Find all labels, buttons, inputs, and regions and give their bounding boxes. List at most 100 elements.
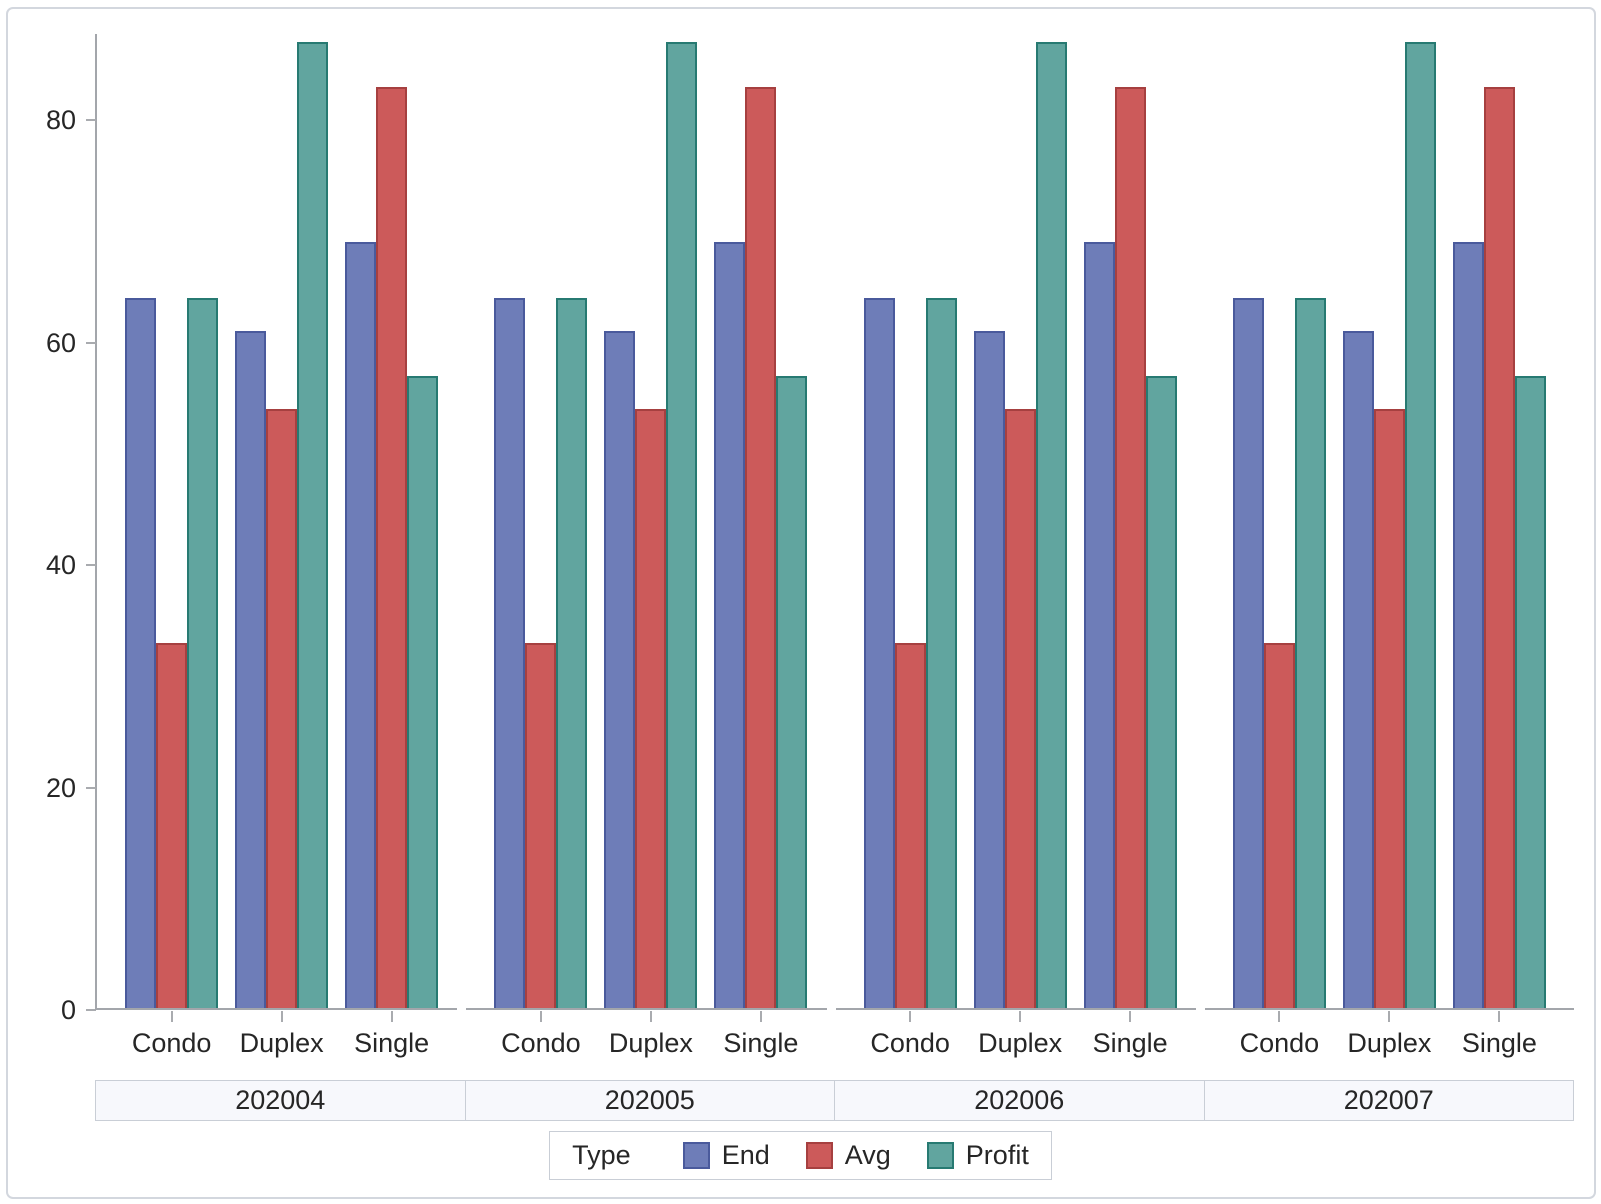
legend-entry-end: End [682, 1140, 770, 1171]
legend-swatch-end [682, 1142, 710, 1169]
bar-end-202005-condo [494, 298, 526, 1010]
bar-end-202005-duplex [604, 331, 636, 1010]
cluster-202005-duplex [604, 42, 698, 1010]
category-labels-202004: Condo Duplex Single [97, 1024, 466, 1062]
category-label: Single [723, 1028, 799, 1058]
bar-end-202007-duplex [1342, 331, 1374, 1010]
x-tick-mark [1019, 1011, 1022, 1022]
bar-profit-202007-duplex [1404, 42, 1436, 1010]
x-axis-line [466, 1008, 827, 1010]
bar-avg-202004-condo [156, 643, 188, 1010]
bar-avg-202005-condo [525, 643, 557, 1010]
category-label: Condo [131, 1028, 212, 1058]
x-tick-mark [909, 1011, 912, 1022]
x-tick-mark [170, 1011, 173, 1022]
bar-avg-202007-duplex [1373, 409, 1405, 1010]
category-label: Condo [501, 1028, 581, 1058]
x-tick-mark [539, 1011, 542, 1022]
bar-end-202006-condo [863, 298, 895, 1010]
cluster-202006-condo [863, 298, 957, 1010]
bar-avg-202006-condo [894, 643, 926, 1010]
cluster-202005-condo [494, 298, 588, 1010]
y-tick-mark [86, 1009, 96, 1011]
panel-band-row: 202004 202005 202006 202007 [95, 1080, 1574, 1121]
x-tick-mark [1498, 1011, 1501, 1022]
category-labels-202007: Condo Duplex Single [1205, 1024, 1574, 1062]
panel-202007 [1204, 34, 1574, 1022]
bar-end-202007-condo [1232, 298, 1264, 1010]
bar-avg-202004-single [376, 87, 408, 1010]
cluster-202004-condo [125, 298, 219, 1010]
legend-entries: End Avg Profit [682, 1140, 1029, 1171]
panel-band-label: 202006 [834, 1080, 1205, 1121]
x-tick-mark [649, 1011, 652, 1022]
category-label: Condo [870, 1028, 950, 1058]
bar-profit-202004-duplex [297, 42, 329, 1010]
panel-band-label: 202005 [464, 1080, 835, 1121]
legend-title: Type [572, 1140, 631, 1170]
x-tick-mark [1129, 1011, 1132, 1022]
x-tick-mark [390, 1011, 393, 1022]
cluster-202007-duplex [1342, 42, 1436, 1010]
bar-end-202004-duplex [235, 331, 267, 1010]
y-tick-mark [86, 564, 96, 566]
bar-avg-202004-duplex [266, 409, 298, 1010]
category-label: Condo [1239, 1028, 1320, 1058]
category-label: Single [354, 1028, 430, 1058]
cluster-202007-single [1452, 87, 1546, 1010]
cluster-202006-single [1083, 87, 1177, 1010]
y-tick-mark [86, 119, 96, 121]
bar-avg-202005-duplex [635, 409, 667, 1010]
bar-avg-202006-duplex [1004, 409, 1036, 1010]
bar-profit-202007-condo [1294, 298, 1326, 1010]
y-tick-label: 80 [45, 105, 76, 135]
bar-profit-202005-condo [556, 298, 588, 1010]
y-tick-label: 0 [60, 995, 76, 1025]
bar-profit-202005-single [776, 376, 808, 1010]
category-label: Duplex [608, 1028, 693, 1058]
bar-profit-202006-single [1145, 376, 1177, 1010]
x-tick-mark [759, 1011, 762, 1022]
cluster-202007-condo [1232, 298, 1326, 1010]
panel-202004 [95, 34, 466, 1022]
bar-end-202005-single [714, 242, 746, 1010]
legend-entry-profit: Profit [926, 1140, 1029, 1171]
bar-avg-202007-condo [1263, 643, 1295, 1010]
x-tick-mark [1388, 1011, 1391, 1022]
panel-band-label: 202007 [1203, 1080, 1574, 1121]
bar-profit-202006-condo [925, 298, 957, 1010]
bar-profit-202004-single [407, 376, 439, 1010]
x-tick-mark [1278, 1011, 1281, 1022]
legend-label: Profit [965, 1140, 1029, 1170]
category-label: Single [1092, 1028, 1168, 1058]
cluster-202006-duplex [973, 42, 1067, 1010]
panel-band-label: 202004 [95, 1080, 466, 1121]
bar-end-202007-single [1452, 242, 1484, 1010]
bar-profit-202007-single [1514, 376, 1546, 1010]
x-axis-line [95, 1008, 458, 1010]
x-axis-line [1204, 1008, 1574, 1010]
legend-swatch-profit [926, 1142, 954, 1169]
cluster-202004-single [345, 87, 439, 1010]
bar-avg-202007-single [1483, 87, 1515, 1010]
x-tick-mark [280, 1011, 283, 1022]
bar-profit-202006-duplex [1035, 42, 1067, 1010]
cluster-202004-duplex [235, 42, 329, 1010]
bar-end-202006-single [1083, 242, 1115, 1010]
category-label: Duplex [978, 1028, 1063, 1058]
panel-202005 [466, 34, 835, 1022]
category-label: Duplex [1347, 1028, 1432, 1058]
bar-end-202006-duplex [973, 331, 1005, 1010]
legend-label: End [721, 1140, 770, 1170]
bar-profit-202004-condo [187, 298, 219, 1010]
x-axis-line [835, 1008, 1196, 1010]
y-tick-label: 20 [45, 772, 76, 803]
bar-profit-202005-duplex [666, 42, 698, 1010]
panel-202006 [835, 34, 1205, 1022]
category-label: Duplex [239, 1028, 324, 1058]
category-axis-labels: Condo Duplex Single Condo Duplex Single Condo D… [97, 1024, 1574, 1062]
y-tick-mark [86, 786, 96, 789]
y-tick-label: 40 [45, 550, 76, 580]
legend-container: Type End Avg Profit [0, 1131, 1601, 1180]
